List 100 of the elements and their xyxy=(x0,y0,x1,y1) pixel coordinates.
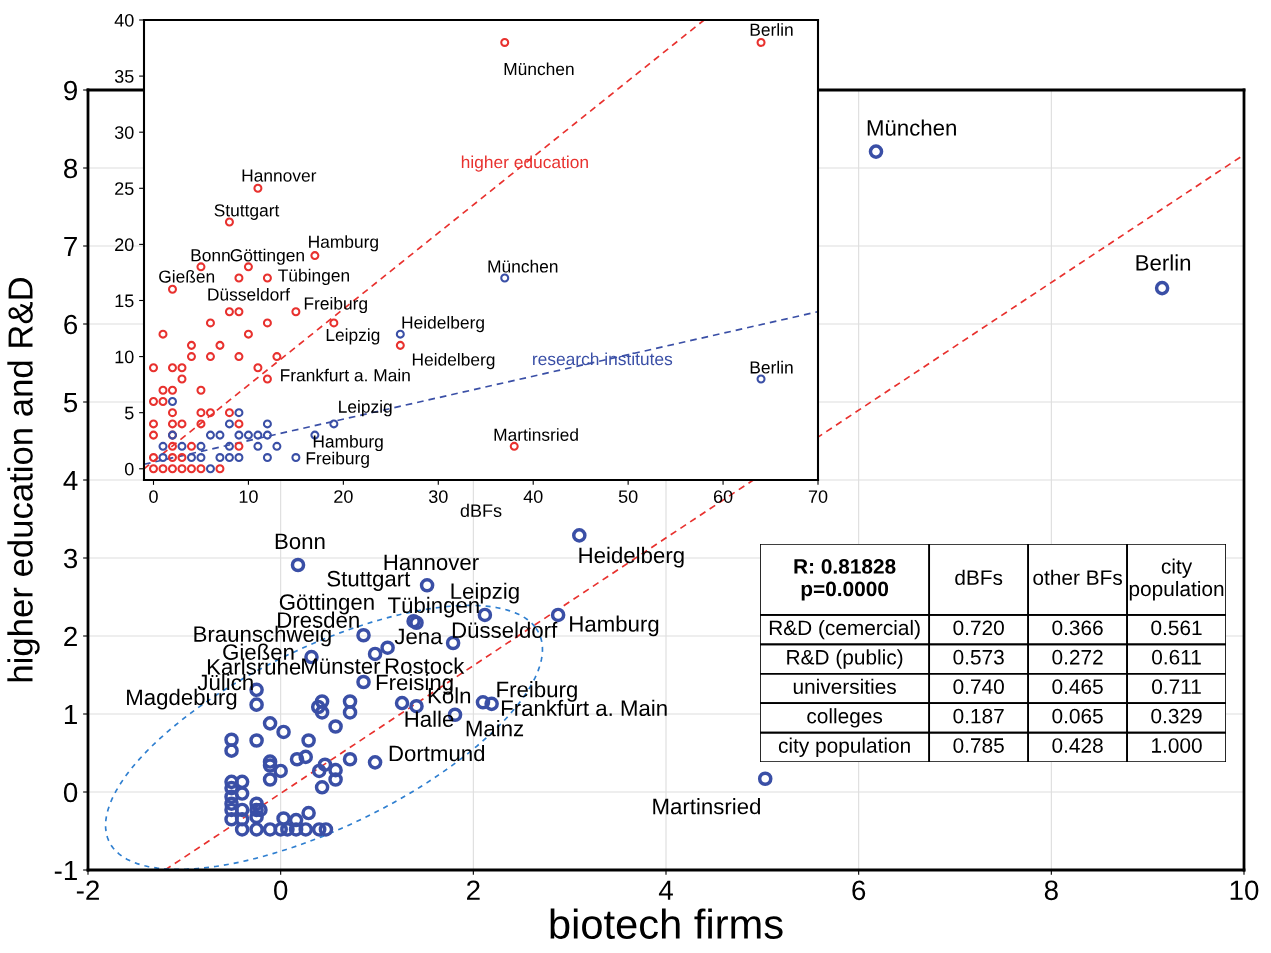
point xyxy=(215,453,225,463)
annotation: Martinsried xyxy=(494,428,578,441)
category-label: city population xyxy=(1129,558,1224,601)
series-label: research institutes xyxy=(533,352,673,366)
annotation: Berlin xyxy=(750,23,793,36)
annotation: Bonn xyxy=(191,249,230,262)
point xyxy=(234,453,244,463)
point xyxy=(262,419,272,429)
point xyxy=(215,430,225,440)
x-tick-label: 10 xyxy=(239,490,258,503)
point xyxy=(224,453,234,463)
point xyxy=(158,453,168,463)
x-tick-label: 0 xyxy=(274,880,288,901)
point xyxy=(291,453,301,463)
annotation: Halle xyxy=(405,710,454,727)
y-tick-label: 8 xyxy=(64,158,78,179)
y-tick-label: 25 xyxy=(115,182,134,196)
x-tick-label: 6 xyxy=(852,880,866,901)
y-tick-label: 10 xyxy=(115,350,134,364)
point xyxy=(272,441,282,451)
y-tick-label: 3 xyxy=(63,548,78,569)
y-tick-label: 6 xyxy=(64,314,78,335)
annotation: Münster xyxy=(302,658,381,674)
y-tick-label: 2 xyxy=(64,626,77,647)
text: 0.720 xyxy=(953,620,1004,636)
annotation: Frankfurt a. Main xyxy=(281,368,410,382)
y-tick-label: 0 xyxy=(124,462,134,476)
point xyxy=(262,430,272,440)
category-label: R&D (public) xyxy=(787,649,903,669)
y-tick-label: 1 xyxy=(64,704,77,725)
x-tick-label: 10 xyxy=(1230,880,1259,901)
point xyxy=(205,464,215,474)
category-label: colleges xyxy=(807,708,883,728)
x-tick-label: 50 xyxy=(618,490,638,503)
annotation: Dortmund xyxy=(389,744,485,762)
category-label: universities xyxy=(793,678,896,695)
point xyxy=(243,430,253,440)
annotation: Jena xyxy=(394,628,443,645)
annotation: Heidelberg xyxy=(579,546,684,568)
y-tick-label: 0 xyxy=(63,782,78,803)
x-axis-title: dBFs xyxy=(460,503,502,518)
annotation: Bonn xyxy=(275,533,325,550)
annotation: Mainz xyxy=(466,720,524,737)
x-tick-label: -2 xyxy=(76,880,99,900)
annotation: Tübingen xyxy=(278,268,349,286)
point xyxy=(500,273,510,283)
y-tick-label: 5 xyxy=(63,392,78,413)
text: 0.329 xyxy=(1151,708,1202,724)
annotation: Hannover xyxy=(242,169,317,182)
y-tick-label: -1 xyxy=(54,860,77,881)
point xyxy=(196,453,206,463)
text: 0.611 xyxy=(1152,649,1201,665)
text: 0.465 xyxy=(1052,679,1103,695)
category-label: R&D (cemercial) xyxy=(769,619,920,640)
annotation: Freiburg xyxy=(304,296,367,314)
annotation: Gießen xyxy=(159,269,215,283)
point xyxy=(224,441,234,451)
x-tick-label: 2 xyxy=(467,880,480,900)
text: 1.000 xyxy=(1152,738,1202,753)
point xyxy=(167,396,177,406)
y-tick-label: 35 xyxy=(114,70,134,83)
point xyxy=(158,441,168,451)
annotation: Martinsried xyxy=(653,798,760,815)
x-tick-label: 60 xyxy=(713,490,733,503)
category-label: dBFs xyxy=(955,569,1003,586)
point xyxy=(234,430,244,440)
point xyxy=(196,441,206,451)
series-label: higher education xyxy=(461,155,588,172)
point xyxy=(253,441,263,451)
x-tick-label: 20 xyxy=(334,490,353,503)
text: 0.272 xyxy=(1052,649,1103,665)
annotation: Hannover xyxy=(384,554,479,571)
annotation: Berlin xyxy=(750,360,793,374)
x-tick-label: 0 xyxy=(149,490,158,503)
x-tick-label: 8 xyxy=(1044,880,1058,901)
annotation: Göttingen xyxy=(230,248,304,265)
annotation: Hamburg xyxy=(570,615,659,637)
annotation: Berlin xyxy=(1136,254,1191,271)
point xyxy=(177,441,187,451)
text: 0.187 xyxy=(953,708,1004,724)
y-tick-label: 20 xyxy=(115,238,134,252)
text: 0.740 xyxy=(953,679,1004,695)
x-tick-label: 30 xyxy=(428,490,448,503)
x-tick-label: 4 xyxy=(658,880,673,900)
annotation: Leipzig xyxy=(326,328,380,345)
y-tick-label: 30 xyxy=(114,126,134,139)
x-axis-title: biotech firms xyxy=(550,908,783,939)
text: R: 0.81828 p=0.0000 xyxy=(794,559,896,601)
y-tick-label: 15 xyxy=(115,294,134,308)
annotation: Düsseldorf xyxy=(452,621,558,639)
category-label: other BFs xyxy=(1033,569,1122,586)
y-tick-label: 9 xyxy=(64,80,77,101)
y-tick-label: 5 xyxy=(124,406,134,420)
annotation: Heidelberg xyxy=(402,315,484,333)
text: 0.785 xyxy=(953,738,1004,753)
point xyxy=(234,408,244,418)
point xyxy=(186,453,196,463)
text: 0.561 xyxy=(1151,620,1202,636)
y-tick-label: 40 xyxy=(114,13,134,27)
text: 0.573 xyxy=(953,649,1004,665)
